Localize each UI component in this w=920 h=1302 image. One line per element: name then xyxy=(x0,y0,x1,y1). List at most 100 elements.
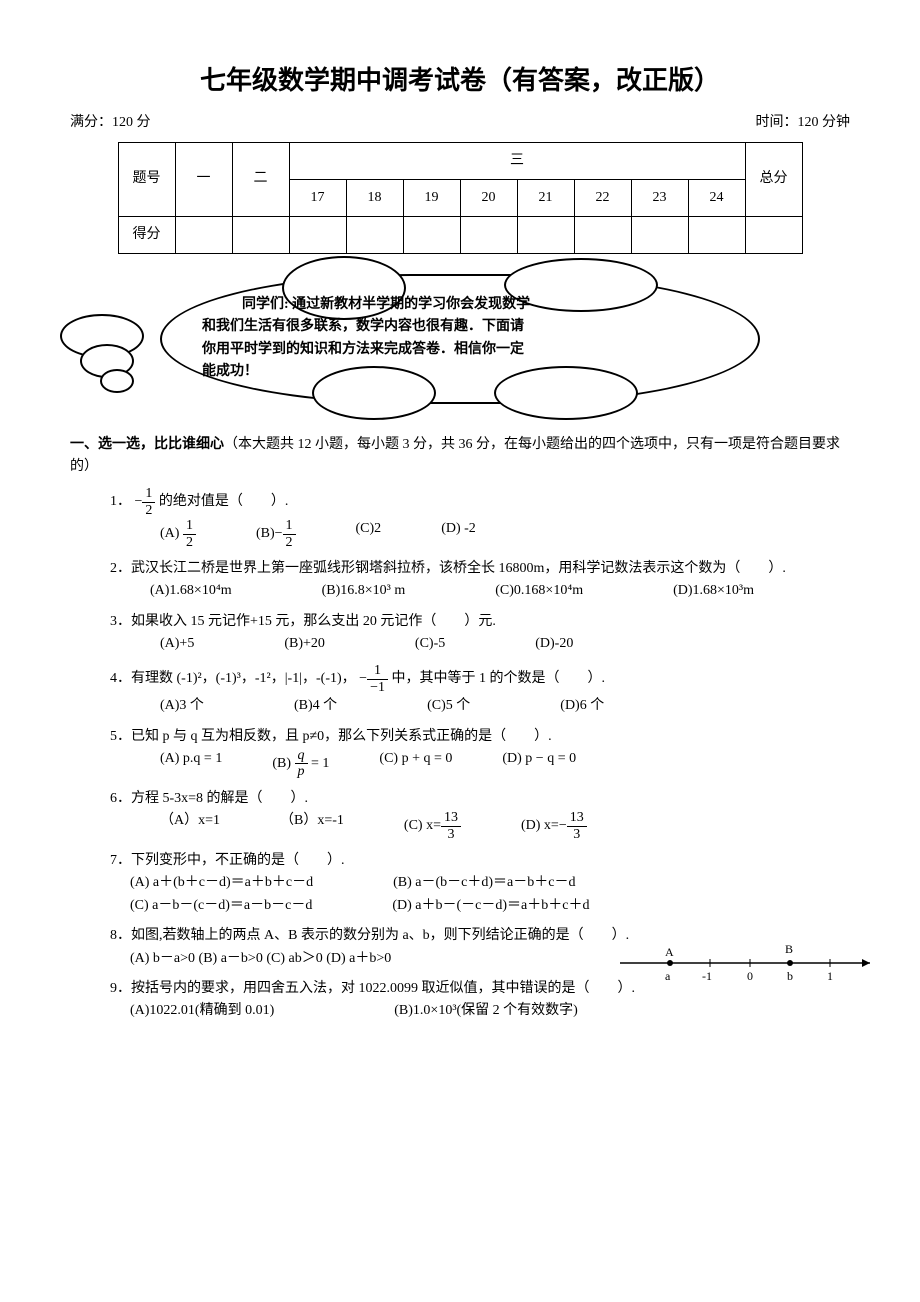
header-info: 满分：120 分 时间：120 分钟 xyxy=(70,112,850,134)
option-b: (B)1.0×10³(保留 2 个有效数字) xyxy=(394,1000,578,1022)
option-d: (D)1.68×10³m xyxy=(673,580,754,602)
option-c: (C) a－b－(c－d)＝a－b－c－d xyxy=(130,895,312,917)
option-a: (A) b－a>0 xyxy=(130,951,195,966)
q4-stem1: 4．有理数 xyxy=(110,672,173,687)
label-b: b xyxy=(787,969,793,983)
option-a: (A)1.68×10⁴m xyxy=(150,580,232,602)
question-7: 7．下列变形中，不正确的是（ ）. (A) a＋(b＋c－d)＝a＋b＋c－d … xyxy=(110,850,850,917)
cell: 二 xyxy=(232,142,289,216)
cell xyxy=(517,216,574,253)
fraction: 1−1 xyxy=(367,663,388,695)
question-6: 6．方程 5-3x=8 的解是（ ）. （A）x=1 （B）x=-1 (C) x… xyxy=(110,788,850,842)
option-a: （A）x=1 xyxy=(160,810,220,842)
cell-label: 题号 xyxy=(118,142,175,216)
label-neg1: -1 xyxy=(702,969,712,983)
option-a: (A)+5 xyxy=(160,633,194,655)
option-b: (B)4 个 xyxy=(294,695,337,717)
q4-stem2: 中，其中等于 1 的个数是（ ）. xyxy=(391,672,605,687)
option-c: (C)5 个 xyxy=(427,695,470,717)
q2-options: (A)1.68×10⁴m (B)16.8×10³ m (C)0.168×10⁴m… xyxy=(150,580,850,602)
question-4: 4．有理数 (-1)²，(-1)³，-1²，|-1|，-(-1)， −1−1 中… xyxy=(110,663,850,717)
q7-stem: 7．下列变形中，不正确的是（ ）. xyxy=(110,850,850,872)
cell: 18 xyxy=(346,179,403,216)
option-b: （B）x=-1 xyxy=(280,810,344,842)
cell xyxy=(232,216,289,253)
cell: 22 xyxy=(574,179,631,216)
fraction: 12 xyxy=(142,486,155,518)
option-a: (A)1022.01(精确到 0.01) xyxy=(130,1000,274,1022)
cloud-callout: 同学们: 通过新教材半学期的学习你会发现数学 和我们生活有很多联系，数学内容也很… xyxy=(160,274,760,404)
page-title: 七年级数学期中调考试卷（有答案，改正版） xyxy=(70,60,850,102)
cell: 23 xyxy=(631,179,688,216)
q1-stem2: 的绝对值是（ ）. xyxy=(159,494,289,509)
q5-options: (A) p.q = 1 (B) qp = 1 (C) p + q = 0 (D)… xyxy=(160,748,850,780)
cell: 24 xyxy=(688,179,745,216)
option-d: (D) a＋b>0 xyxy=(326,951,391,966)
option-c: (C) x=133 xyxy=(404,810,461,842)
q5-stem: 5．已知 p 与 q 互为相反数，且 p≠0，那么下列关系式正确的是（ ）. xyxy=(110,726,850,748)
cell: 20 xyxy=(460,179,517,216)
full-score: 满分：120 分 xyxy=(70,112,151,134)
score-table: 题号 一 二 三 总分 17 18 19 20 21 22 23 24 得分 xyxy=(118,142,803,254)
cloud-line: 能成功！ xyxy=(202,364,258,379)
question-2: 2．武汉长江二桥是世界上第一座弧线形钢塔斜拉桥，该桥全长 16800m，用科学记… xyxy=(70,558,850,603)
label-a: a xyxy=(665,969,671,983)
option-d: (D)6 个 xyxy=(560,695,604,717)
option-d: (D) x=−133 xyxy=(521,810,587,842)
q6-options: （A）x=1 （B）x=-1 (C) x=133 (D) x=−133 xyxy=(160,810,850,842)
option-d: (D)-20 xyxy=(535,633,573,655)
table-row: 得分 xyxy=(118,216,802,253)
label-A: A xyxy=(665,945,674,959)
table-row: 题号 一 二 三 总分 xyxy=(118,142,802,179)
option-c: (C)-5 xyxy=(415,633,445,655)
cloud-line: 你用平时学到的知识和方法来完成答卷．相信你一定 xyxy=(202,342,524,357)
option-c: (C) ab＞0 xyxy=(266,951,322,966)
q7-options: (A) a＋(b＋c－d)＝a＋b＋c－d (B) a－(b－c＋d)＝a－b＋… xyxy=(130,872,850,917)
cloud-line: 和我们生活有很多联系，数学内容也很有趣．下面请 xyxy=(202,319,524,334)
cloud-main: 同学们: 通过新教材半学期的学习你会发现数学 和我们生活有很多联系，数学内容也很… xyxy=(160,274,760,404)
cell xyxy=(289,216,346,253)
cell xyxy=(175,216,232,253)
option-a: (A)3 个 xyxy=(160,695,204,717)
cell: 总分 xyxy=(745,142,802,216)
cell xyxy=(745,216,802,253)
time-limit: 时间：120 分钟 xyxy=(756,112,851,134)
question-9: 9．按括号内的要求，用四舍五入法，对 1022.0099 取近似值，其中错误的是… xyxy=(110,978,850,1023)
option-a: (A) 12 xyxy=(160,518,196,550)
cell: 19 xyxy=(403,179,460,216)
cloud-text: 同学们: 通过新教材半学期的学习你会发现数学 和我们生活有很多联系，数学内容也很… xyxy=(202,294,718,384)
q3-stem: 3．如果收入 15 元记作+15 元，那么支出 20 元记作（ ）元. xyxy=(110,611,850,633)
option-a: (A) a＋(b＋c－d)＝a＋b＋c－d xyxy=(130,872,313,894)
cell xyxy=(403,216,460,253)
q6-stem: 6．方程 5-3x=8 的解是（ ）. xyxy=(110,788,850,810)
number-line-figure: A B a -1 0 b 1 xyxy=(620,938,880,988)
option-b: (B)16.8×10³ m xyxy=(322,580,406,602)
option-b: (B) qp = 1 xyxy=(272,748,329,780)
option-a: (A) p.q = 1 xyxy=(160,748,222,780)
cell xyxy=(574,216,631,253)
option-c: (C)0.168×10⁴m xyxy=(495,580,583,602)
question-3: 3．如果收入 15 元记作+15 元，那么支出 20 元记作（ ）元. (A)+… xyxy=(110,611,850,656)
section-1-header: 一、选一选，比比谁细心（本大题共 12 小题，每小题 3 分，共 36 分，在每… xyxy=(70,434,850,479)
label-1: 1 xyxy=(827,969,833,983)
cloud-line: 同学们: 通过新教材半学期的学习你会发现数学 xyxy=(242,297,530,312)
cell xyxy=(346,216,403,253)
cell: 一 xyxy=(175,142,232,216)
label-B: B xyxy=(785,942,793,956)
option-b: (B)−12 xyxy=(256,518,296,550)
q2-stem: 2．武汉长江二桥是世界上第一座弧线形钢塔斜拉桥，该桥全长 16800m，用科学记… xyxy=(110,558,850,580)
cell-label: 得分 xyxy=(118,216,175,253)
option-b: (B) a－(b－c＋d)＝a－b＋c－d xyxy=(393,872,575,894)
cell: 21 xyxy=(517,179,574,216)
q3-options: (A)+5 (B)+20 (C)-5 (D)-20 xyxy=(160,633,850,655)
q1-stem: 1． xyxy=(110,494,131,509)
option-b: (B)+20 xyxy=(284,633,325,655)
option-c: (C)2 xyxy=(356,518,382,550)
label-0: 0 xyxy=(747,969,753,983)
question-5: 5．已知 p 与 q 互为相反数，且 p≠0，那么下列关系式正确的是（ ）. (… xyxy=(110,726,850,780)
q1-options: (A) 12 (B)−12 (C)2 (D) -2 xyxy=(160,518,850,550)
option-d: (D) a＋b－(－c－d)＝a＋b＋c＋d xyxy=(392,895,589,917)
cell: 17 xyxy=(289,179,346,216)
section-title: 一、选一选，比比谁细心 xyxy=(70,437,224,452)
q4-expr: (-1)²，(-1)³，-1²，|-1|，-(-1)， xyxy=(177,672,356,687)
